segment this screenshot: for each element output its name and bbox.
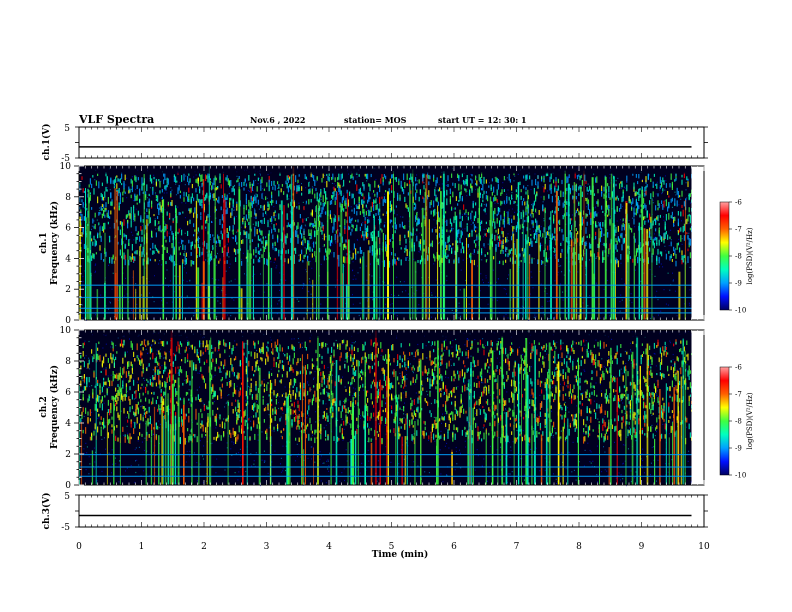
ch1-colorbar: -6 -7 -8 -9 -10 log(PSD)(V²/Hz)	[719, 199, 754, 315]
x-tick-label: 8	[576, 542, 582, 552]
x-tick-label: 2	[201, 542, 207, 552]
colorbar-tick-label: -8	[735, 253, 742, 261]
figure-title: VLF Spectra	[78, 113, 154, 126]
x-tick-label: 0	[76, 542, 82, 552]
ytick-label: 0	[65, 316, 71, 326]
ch2-spec-ylabel: ch.2	[39, 396, 49, 417]
x-tick-label: 7	[514, 542, 520, 552]
colorbar-tick-label: -6	[735, 199, 742, 207]
colorbar-tick-label: -10	[735, 307, 746, 315]
ytick-label: 4	[65, 419, 71, 429]
x-tick-label: 10	[698, 542, 710, 552]
x-axis-ticklabels: 0 1 2 3 4 5 6 7 8 9 10	[76, 542, 710, 552]
x-tick-label: 3	[264, 542, 270, 552]
ch1-ytick-bottom: -5	[61, 154, 70, 164]
colorbar-tick-label: -10	[735, 472, 746, 480]
ytick-label: 8	[65, 357, 71, 367]
ytick-label: 4	[65, 254, 71, 264]
colorbar-tick-label: -7	[735, 391, 742, 399]
ch2-spectrogram	[79, 330, 704, 487]
x-axis-label: Time (min)	[372, 549, 429, 560]
header-start-ut: start UT = 12: 30: 1	[438, 115, 527, 125]
ch1-ytick-top: 5	[64, 124, 70, 134]
ch1-voltage-panel: 5 -5 ch.1(V)	[41, 124, 708, 164]
ytick-label: 6	[65, 388, 71, 398]
x-tick-label: 1	[139, 542, 145, 552]
x-tick-label: 5	[389, 542, 395, 552]
colorbar-tick-label: -8	[735, 418, 742, 426]
x-tick-label: 9	[639, 542, 645, 552]
colorbar-tick-label: -9	[735, 280, 742, 288]
ch3-voltage-panel: 5 -5 ch.3(V)	[41, 492, 708, 533]
x-tick-label: 4	[326, 542, 332, 552]
ch3-ytick-top: 5	[64, 492, 70, 502]
ytick-label: 10	[60, 162, 72, 172]
colorbar-tick-label: -7	[735, 226, 742, 234]
ch1-freq-ylabel: Frequency (kHz)	[49, 201, 60, 285]
ytick-label: 8	[65, 193, 71, 203]
ch1-spectrogram	[79, 166, 704, 321]
ch3-ytick-bottom: -5	[61, 523, 70, 533]
ytick-label: 10	[60, 326, 72, 336]
ch2-freq-ylabel: Frequency (kHz)	[49, 365, 60, 449]
header-station: station= MOS	[344, 115, 407, 125]
ch1-spec-ylabel: ch.1	[39, 232, 49, 253]
ch1-voltage-ylabel: ch.1(V)	[41, 124, 52, 161]
x-tick-label: 6	[451, 542, 457, 552]
ch1-spectrogram-panel: 0 2 4 6 8 10 ch.1 Frequency (kHz)	[39, 162, 705, 326]
ytick-label: 2	[65, 285, 71, 295]
ch3-voltage-ylabel: ch.3(V)	[41, 493, 52, 530]
header-date: Nov.6 , 2022	[250, 115, 305, 125]
ytick-label: 6	[65, 224, 71, 234]
colorbar-tick-label: -9	[735, 445, 742, 453]
ch1-colorbar-label: log(PSD)(V²/Hz)	[746, 227, 754, 284]
colorbar-tick-label: -6	[735, 364, 742, 372]
ch2-colorbar-label: log(PSD)(V²/Hz)	[746, 392, 754, 449]
ytick-label: 2	[65, 450, 71, 460]
ch2-colorbar: -6 -7 -8 -9 -10 log(PSD)(V²/Hz)	[719, 364, 754, 480]
ytick-label: 0	[65, 481, 71, 491]
ch2-spectrogram-panel: 0 2 4 6 8 10 ch.2 Frequency (kHz)	[39, 326, 705, 491]
